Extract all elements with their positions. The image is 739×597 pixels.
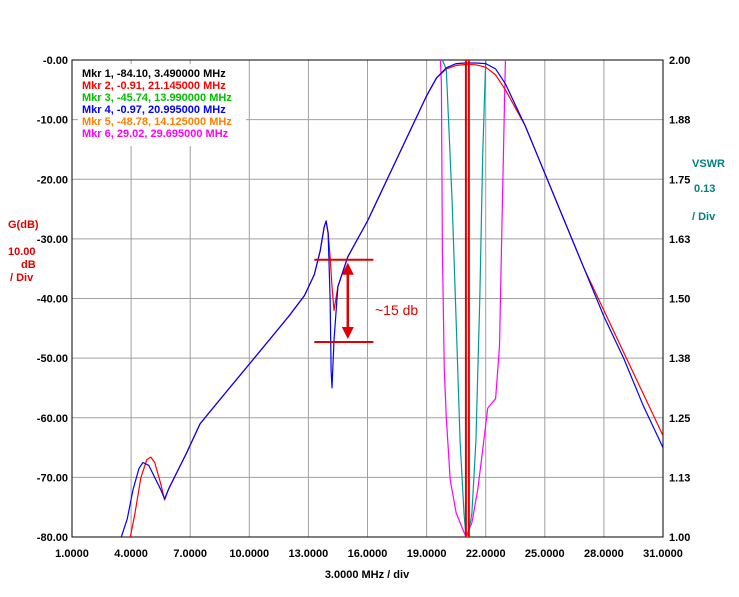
left-axis-ticks: -0.00 -10.00 -20.00 -30.00 -40.00 -50.00 -60.0… [37,55,68,544]
left-tick-label: -70.00 [37,472,68,484]
x-tick-label: 19.0000 [407,548,447,560]
x-tick-label: 22.0000 [466,548,506,560]
right-tick-label: 1.75 [669,174,690,186]
right-axis-scale-div: / Div [692,211,716,223]
marker-lines [464,60,470,537]
annotation-label: ~15 db [375,302,418,318]
x-tick-label: 31.0000 [643,548,683,560]
right-tick-label: 1.88 [669,115,690,127]
marker-legend-entry: Mkr 3, -45.74, 13.990000 MHz [82,92,232,104]
right-axis-label: VSWR [692,158,725,170]
right-axis-scale-value: 0.13 [694,183,715,195]
x-tick-label: 28.0000 [584,548,624,560]
x-tick-label: 7.0000 [173,548,207,560]
left-tick-label: -80.00 [37,532,68,544]
marker-legend-background [78,64,246,146]
x-tick-label: 25.0000 [525,548,565,560]
left-tick-label: -60.00 [37,413,68,425]
series-layer [120,60,663,537]
left-axis-label: G(dB) [8,219,39,231]
left-axis-scale-value: 10.00 [8,246,36,258]
left-tick-label: -40.00 [37,294,68,306]
marker-legend-entry: Mkr 1, -84.10, 3.490000 MHz [82,68,226,80]
right-tick-label: 1.25 [669,413,690,425]
left-axis-scale-div: / Div [10,272,34,284]
right-tick-label: 1.50 [669,294,690,306]
annotation-arrow-head-up [341,262,354,275]
right-axis-ticks: 2.00 1.88 1.75 1.63 1.50 1.38 1.25 1.13 1.00 [669,55,690,544]
x-tick-label: 10.0000 [229,548,269,560]
x-tick-label: 16.0000 [348,548,388,560]
annotation-arrow-head-down [341,327,354,340]
left-tick-label: -0.00 [43,55,68,67]
right-tick-label: 1.38 [669,353,690,365]
grid-lines [72,60,663,537]
series-line [120,62,663,537]
right-tick-label: 1.00 [669,532,690,544]
series-line [441,60,487,537]
annotation-layer [314,258,374,344]
left-axis-scale-unit: dB [21,259,36,271]
x-axis-label: 3.0000 MHz / div [325,569,410,581]
marker-legend-entry: Mkr 6, 29.02, 29.695000 MHz [82,128,229,140]
right-tick-label: 1.63 [669,234,690,246]
x-tick-label: 1.0000 [55,548,89,560]
marker-legend-entry: Mkr 2, -0.91, 21.145000 MHz [82,80,226,92]
right-tick-label: 2.00 [669,55,690,67]
x-tick-label: 4.0000 [114,548,148,560]
left-tick-label: -30.00 [37,234,68,246]
marker-legend-entry: Mkr 5, -48.78, 14.125000 MHz [82,116,232,128]
x-axis-ticks: 1.0000 4.0000 7.0000 10.0000 13.0000 16.0000 1… [55,548,683,560]
plot-frame [71,59,664,538]
left-tick-label: -10.00 [37,115,68,127]
left-tick-label: -20.00 [37,174,68,186]
marker-legend-entry: Mkr 4, -0.97, 20.995000 MHz [82,104,226,116]
left-tick-label: -50.00 [37,353,68,365]
right-tick-label: 1.13 [669,472,690,484]
x-tick-label: 13.0000 [289,548,329,560]
